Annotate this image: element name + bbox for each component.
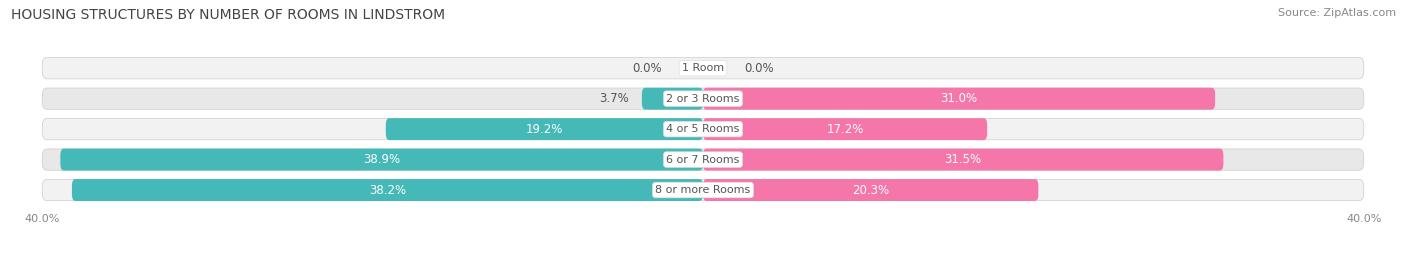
FancyBboxPatch shape xyxy=(42,179,1364,201)
FancyBboxPatch shape xyxy=(60,148,703,171)
FancyBboxPatch shape xyxy=(42,149,1364,170)
FancyBboxPatch shape xyxy=(42,118,1364,140)
FancyBboxPatch shape xyxy=(703,88,1215,110)
Text: 38.2%: 38.2% xyxy=(368,183,406,197)
Text: 2 or 3 Rooms: 2 or 3 Rooms xyxy=(666,94,740,104)
Text: 17.2%: 17.2% xyxy=(827,123,863,136)
Text: 6 or 7 Rooms: 6 or 7 Rooms xyxy=(666,155,740,165)
FancyBboxPatch shape xyxy=(42,58,1364,79)
FancyBboxPatch shape xyxy=(643,88,703,110)
FancyBboxPatch shape xyxy=(42,88,1364,109)
Text: Source: ZipAtlas.com: Source: ZipAtlas.com xyxy=(1278,8,1396,18)
Text: HOUSING STRUCTURES BY NUMBER OF ROOMS IN LINDSTROM: HOUSING STRUCTURES BY NUMBER OF ROOMS IN… xyxy=(11,8,446,22)
FancyBboxPatch shape xyxy=(703,179,1039,201)
Text: 8 or more Rooms: 8 or more Rooms xyxy=(655,185,751,195)
Text: 38.9%: 38.9% xyxy=(363,153,401,166)
FancyBboxPatch shape xyxy=(385,118,703,140)
Text: 31.5%: 31.5% xyxy=(945,153,981,166)
Text: 31.0%: 31.0% xyxy=(941,92,977,105)
Text: 19.2%: 19.2% xyxy=(526,123,562,136)
Legend: Owner-occupied, Renter-occupied: Owner-occupied, Renter-occupied xyxy=(575,266,831,269)
FancyBboxPatch shape xyxy=(72,179,703,201)
Text: 3.7%: 3.7% xyxy=(599,92,628,105)
Text: 1 Room: 1 Room xyxy=(682,63,724,73)
FancyBboxPatch shape xyxy=(703,148,1223,171)
Text: 0.0%: 0.0% xyxy=(744,62,773,75)
Text: 4 or 5 Rooms: 4 or 5 Rooms xyxy=(666,124,740,134)
Text: 20.3%: 20.3% xyxy=(852,183,889,197)
FancyBboxPatch shape xyxy=(703,118,987,140)
Text: 0.0%: 0.0% xyxy=(633,62,662,75)
